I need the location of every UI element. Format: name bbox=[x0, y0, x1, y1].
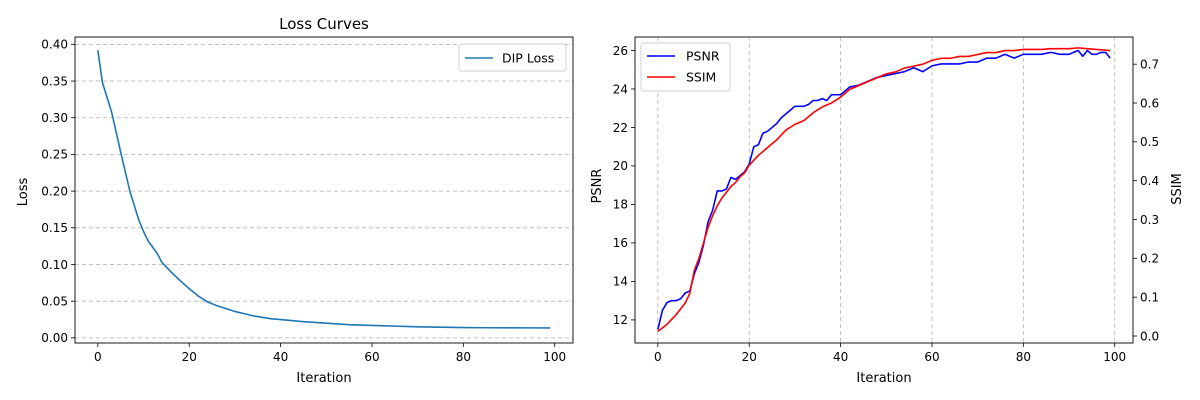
x-tick-label: 80 bbox=[1016, 350, 1031, 364]
chart-title: Loss Curves bbox=[279, 15, 369, 33]
legend-box bbox=[458, 43, 567, 72]
y2-tick-label: 0.2 bbox=[1140, 252, 1159, 266]
x-tick-label: 60 bbox=[924, 350, 939, 364]
y-tick-label: 16 bbox=[613, 236, 628, 250]
y-tick-label: 0.10 bbox=[41, 258, 68, 272]
y2-tick-label: 0.3 bbox=[1140, 213, 1159, 227]
y-tick-label: 22 bbox=[613, 121, 628, 135]
y-tick-label: 26 bbox=[613, 44, 628, 58]
x-tick-label: 20 bbox=[182, 350, 197, 364]
y-tick-label: 0.00 bbox=[41, 331, 68, 345]
x-tick-label: 20 bbox=[742, 350, 757, 364]
y2-tick-label: 0.1 bbox=[1140, 290, 1159, 304]
y-axis-label: PSNR bbox=[590, 169, 605, 204]
y2-tick-label: 0.6 bbox=[1140, 96, 1159, 110]
y-tick-label: 0.05 bbox=[41, 294, 68, 308]
legend: PSNR SSIM bbox=[640, 42, 731, 92]
x-tick-label: 100 bbox=[1103, 350, 1126, 364]
axes-frame bbox=[634, 36, 1134, 344]
series-line-ssim bbox=[657, 47, 1111, 332]
x-tick-label: 60 bbox=[364, 350, 379, 364]
y-tick-label: 24 bbox=[613, 82, 628, 96]
loss-curves-chart: Loss Curves Iteration Loss 0 20 40 60 80 100 0… bbox=[16, 15, 574, 386]
y-axis-label: Loss bbox=[16, 178, 31, 207]
legend: DIP Loss bbox=[458, 43, 567, 72]
series-line-psnr bbox=[657, 49, 1111, 330]
y2-axis-label: SSIM bbox=[1170, 173, 1185, 205]
y2-tick-label: 0.7 bbox=[1140, 57, 1159, 71]
legend-box bbox=[640, 42, 731, 92]
series-line-dip-loss bbox=[97, 50, 551, 329]
legend-label: SSIM bbox=[686, 70, 716, 85]
y-tick-label: 0.40 bbox=[41, 38, 68, 52]
y-tick-label: 0.20 bbox=[41, 184, 68, 198]
x-tick-label: 40 bbox=[273, 350, 288, 364]
x-tick-label: 80 bbox=[456, 350, 471, 364]
psnr-ssim-chart: Iteration PSNR SSIM 0 20 40 60 80 100 12 14 16 18… bbox=[590, 36, 1185, 386]
legend-label: PSNR bbox=[686, 49, 720, 64]
y-tick-label: 12 bbox=[613, 313, 628, 327]
y2-tick-label: 0.5 bbox=[1140, 135, 1159, 149]
x-axis-label: Iteration bbox=[296, 371, 351, 386]
y-tick-label: 0.30 bbox=[41, 111, 68, 125]
x-axis-label: Iteration bbox=[856, 371, 911, 386]
x-tick-label: 0 bbox=[654, 350, 662, 364]
y-tick-label: 18 bbox=[613, 198, 628, 212]
y-tick-label: 20 bbox=[613, 159, 628, 173]
y-tick-label: 0.25 bbox=[41, 148, 68, 162]
y2-tick-label: 0.4 bbox=[1140, 174, 1159, 188]
legend-label: DIP Loss bbox=[502, 51, 554, 66]
axes-frame bbox=[74, 36, 574, 344]
x-tick-label: 0 bbox=[94, 350, 102, 364]
y-tick-label: 14 bbox=[613, 275, 628, 289]
x-tick-label: 100 bbox=[543, 350, 566, 364]
x-tick-label: 40 bbox=[833, 350, 848, 364]
y2-tick-label: 0.0 bbox=[1140, 329, 1159, 343]
y-tick-label: 0.15 bbox=[41, 221, 68, 235]
y-tick-label: 0.35 bbox=[41, 74, 68, 88]
